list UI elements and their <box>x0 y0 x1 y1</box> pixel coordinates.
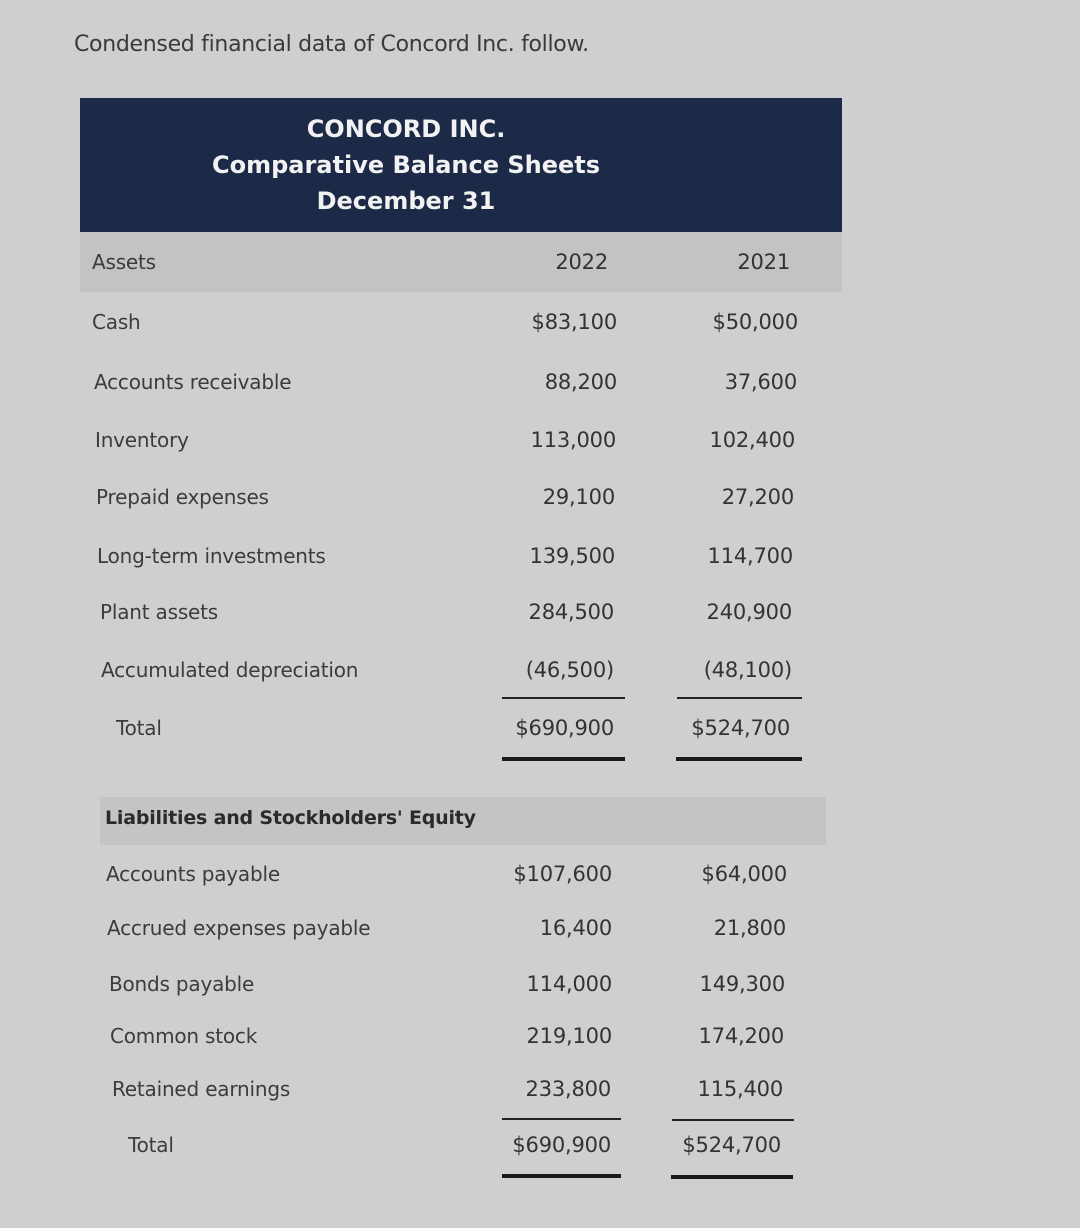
statement-banner: CONCORD INC. Comparative Balance Sheets … <box>80 98 842 232</box>
row-label: Cash <box>92 310 141 334</box>
value-2021: 114,700 <box>707 544 794 568</box>
row-label: Accounts receivable <box>94 370 292 394</box>
subtotal-rule-2021 <box>677 697 802 699</box>
value-2022: 284,500 <box>528 600 615 624</box>
row-label: Inventory <box>95 428 189 452</box>
value-2021: 115,400 <box>697 1077 784 1101</box>
statement-title: Comparative Balance Sheets <box>211 151 601 179</box>
total-rule-2021 <box>671 1175 793 1179</box>
value-2021: 149,300 <box>699 972 786 996</box>
total-label: Total <box>128 1133 174 1157</box>
value-2022: 114,000 <box>526 972 613 996</box>
value-2022: 233,800 <box>525 1077 612 1101</box>
column-2022: 2022 <box>555 250 608 274</box>
total-2021: $524,700 <box>691 716 790 740</box>
value-2022: 113,000 <box>530 428 617 452</box>
company-name: CONCORD INC. <box>306 115 506 143</box>
total-2021: $524,700 <box>682 1133 781 1157</box>
total-rule-2022 <box>502 757 625 761</box>
value-2021: 27,200 <box>721 485 794 509</box>
value-2021: (48,100) <box>703 658 792 682</box>
value-2022: 139,500 <box>529 544 616 568</box>
row-label: Bonds payable <box>109 972 255 996</box>
row-label: Long-term investments <box>97 544 326 568</box>
value-2022: 29,100 <box>542 485 615 509</box>
value-2021: 37,600 <box>724 370 797 394</box>
value-2022: 219,100 <box>526 1024 613 1048</box>
column-2021: 2021 <box>737 250 790 274</box>
liabilities-heading-band <box>100 797 826 845</box>
liabilities-heading: Liabilities and Stockholders' Equity <box>105 807 476 829</box>
total-2022: $690,900 <box>515 716 614 740</box>
subtotal-rule-2022 <box>502 1118 621 1120</box>
value-2021: 21,800 <box>713 916 786 940</box>
value-2021: 174,200 <box>698 1024 785 1048</box>
column-header-row: Assets 2022 2021 <box>80 232 842 292</box>
value-2022: 16,400 <box>539 916 612 940</box>
value-2022: (46,500) <box>525 658 614 682</box>
row-label: Accounts payable <box>106 862 280 886</box>
subtotal-rule-2021 <box>672 1119 794 1121</box>
row-label: Retained earnings <box>112 1077 291 1101</box>
total-rule-2021 <box>676 757 802 761</box>
total-rule-2022 <box>502 1174 621 1178</box>
total-label: Total <box>116 716 162 740</box>
row-label: Common stock <box>110 1024 258 1048</box>
row-label: Accumulated depreciation <box>101 658 359 682</box>
value-2021: 102,400 <box>709 428 796 452</box>
row-label: Plant assets <box>100 600 219 624</box>
intro-text: Condensed financial data of Concord Inc.… <box>74 32 589 57</box>
assets-heading: Assets <box>92 250 156 274</box>
statement-date: December 31 <box>316 187 496 215</box>
value-2021: 240,900 <box>706 600 793 624</box>
row-label: Accrued expenses payable <box>107 916 371 940</box>
subtotal-rule-2022 <box>502 697 625 699</box>
value-2021: $64,000 <box>701 862 788 886</box>
value-2021: $50,000 <box>712 310 799 334</box>
value-2022: $107,600 <box>513 862 612 886</box>
value-2022: $83,100 <box>531 310 618 334</box>
balance-sheet: CONCORD INC. Comparative Balance Sheets … <box>80 98 842 292</box>
value-2022: 88,200 <box>544 370 617 394</box>
row-label: Prepaid expenses <box>96 485 269 509</box>
total-2022: $690,900 <box>512 1133 611 1157</box>
